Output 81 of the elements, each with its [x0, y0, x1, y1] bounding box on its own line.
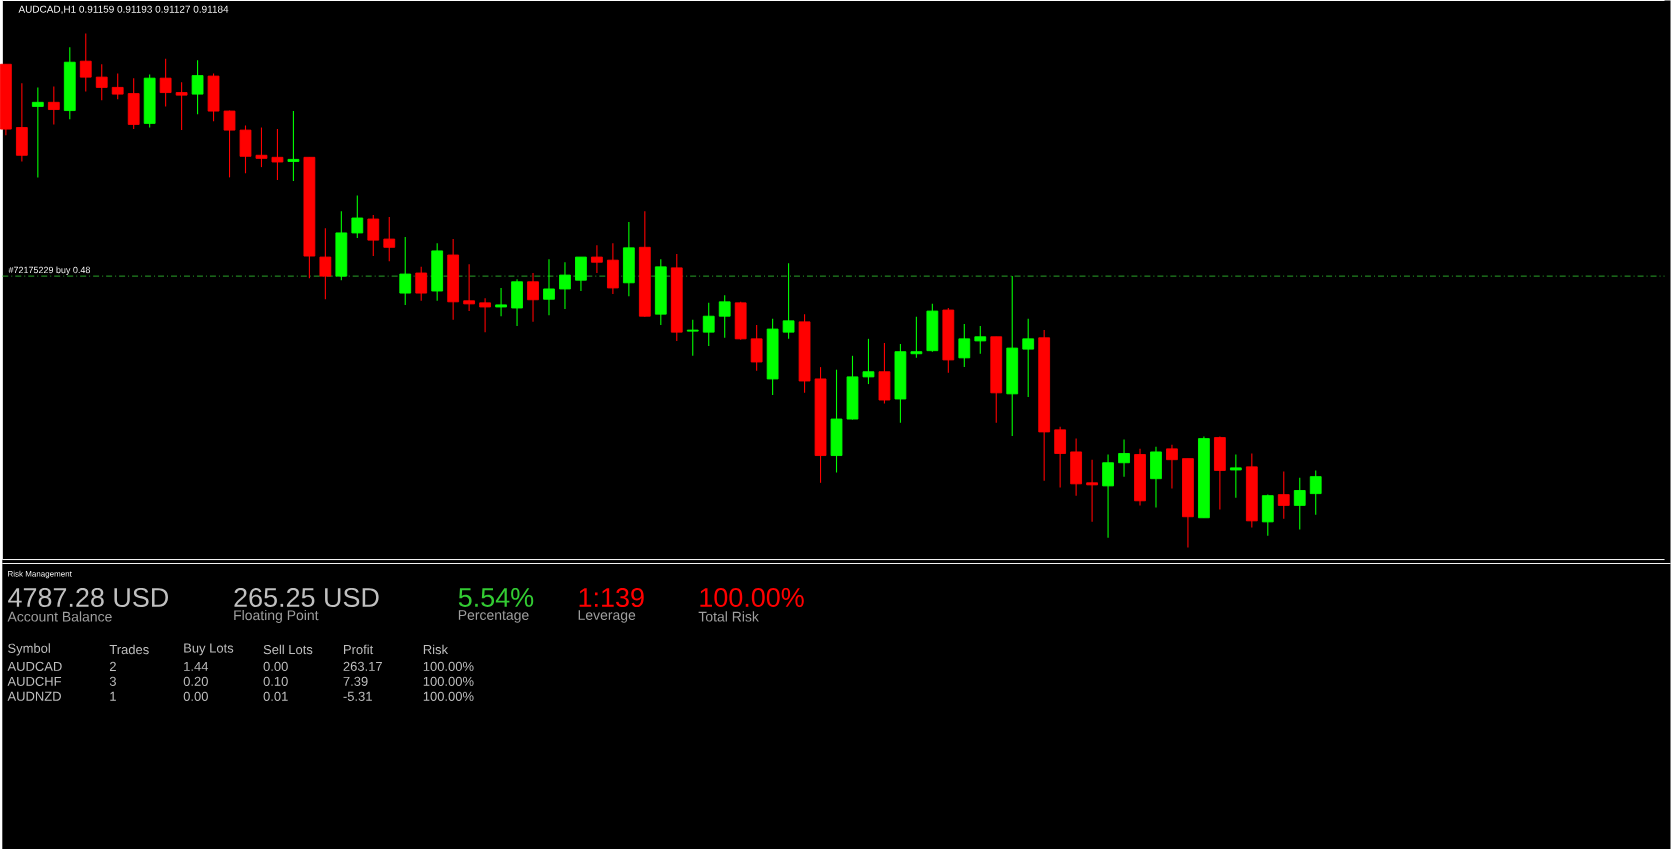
- candlestick: [287, 110, 300, 182]
- text: 1.44: [184, 661, 209, 671]
- candlestick: [319, 227, 332, 300]
- text: 265.25 USD: [234, 587, 379, 608]
- candlestick: [702, 302, 715, 347]
- text: 0.00: [263, 661, 288, 671]
- candlestick: [31, 86, 44, 178]
- candlestick: [271, 128, 284, 181]
- candlestick: [527, 272, 539, 323]
- text: 1:139: [579, 587, 644, 608]
- text: Total Risk: [698, 611, 759, 622]
- candlestick: [191, 59, 204, 115]
- candlestick: [399, 236, 412, 306]
- text: AUDNZD: [7, 691, 61, 701]
- candlestick: [910, 316, 923, 359]
- text: AUDCAD: [7, 661, 62, 671]
- candlestick: [351, 194, 364, 239]
- candlestick: [1102, 453, 1114, 539]
- text: 0.10: [263, 676, 288, 686]
- text: Sell Lots: [263, 644, 313, 655]
- candlestick: [750, 324, 763, 372]
- chart-title: AUDCAD,H1 0.91159 0.91193 0.91127 0.91184: [18, 5, 229, 14]
- candlestick: [862, 338, 875, 385]
- text: -5.31: [343, 691, 372, 701]
- candlestick: [95, 63, 108, 101]
- candlestick: [1277, 470, 1290, 520]
- text: 100.00%: [423, 691, 474, 701]
- candlestick: [79, 32, 92, 93]
- candlestick: [255, 126, 268, 168]
- text: Symbol: [8, 643, 50, 656]
- text: 7.39: [343, 676, 368, 686]
- candlestick: [543, 258, 555, 316]
- text: Account Balance: [7, 611, 112, 622]
- text: 3: [109, 676, 116, 686]
- candlestick: [223, 109, 236, 178]
- candlestick: [1022, 318, 1035, 398]
- text: 100.00%: [423, 676, 474, 686]
- candlestick: [1166, 444, 1178, 489]
- candlestick: [47, 85, 60, 125]
- candlestick: [1293, 477, 1306, 531]
- text: Buy Lots: [184, 643, 234, 656]
- text: Floating Point: [234, 609, 319, 623]
- candlestick: [383, 216, 396, 262]
- text: 5.54%: [458, 587, 534, 607]
- ref-line-label: #72175229 buy 0.48: [8, 266, 91, 275]
- text: 0.20: [183, 676, 208, 686]
- candlestick: [1229, 453, 1242, 499]
- text: Leverage: [578, 610, 636, 623]
- candlestick: [1309, 469, 1322, 516]
- candlestick: [686, 319, 699, 357]
- candlestick: [415, 266, 428, 302]
- candlestick: [591, 244, 603, 274]
- candlestick: [111, 72, 124, 100]
- text: 4787.28 USD: [8, 587, 168, 608]
- text: 0.00: [183, 691, 208, 701]
- candlestick: [159, 58, 172, 107]
- candlestick: [1118, 439, 1130, 478]
- candlestick: [175, 81, 188, 131]
- candlestick: [974, 325, 987, 355]
- candlestick: [559, 261, 571, 310]
- candlestick: [495, 287, 507, 317]
- text: 2: [109, 661, 116, 671]
- text: 1: [110, 691, 116, 701]
- text: Percentage: [458, 610, 529, 623]
- text: 100.00%: [423, 661, 474, 671]
- candlestick: [718, 294, 731, 339]
- candlestick: [782, 262, 795, 340]
- text: 263.17: [343, 661, 382, 671]
- candlestick: [367, 214, 380, 257]
- text: Trades: [109, 644, 149, 655]
- text: 0.01: [263, 691, 288, 701]
- text: Profit: [343, 644, 374, 655]
- text: Risk: [423, 644, 449, 655]
- text: 100.00%: [700, 587, 804, 608]
- candlestick: [575, 256, 587, 292]
- candlestick: [958, 323, 971, 368]
- candlestick: [1054, 426, 1067, 488]
- text: AUDCHF: [7, 676, 62, 686]
- candlestick: [479, 297, 491, 333]
- candlestick: [463, 263, 476, 312]
- candlestick: [1086, 459, 1098, 523]
